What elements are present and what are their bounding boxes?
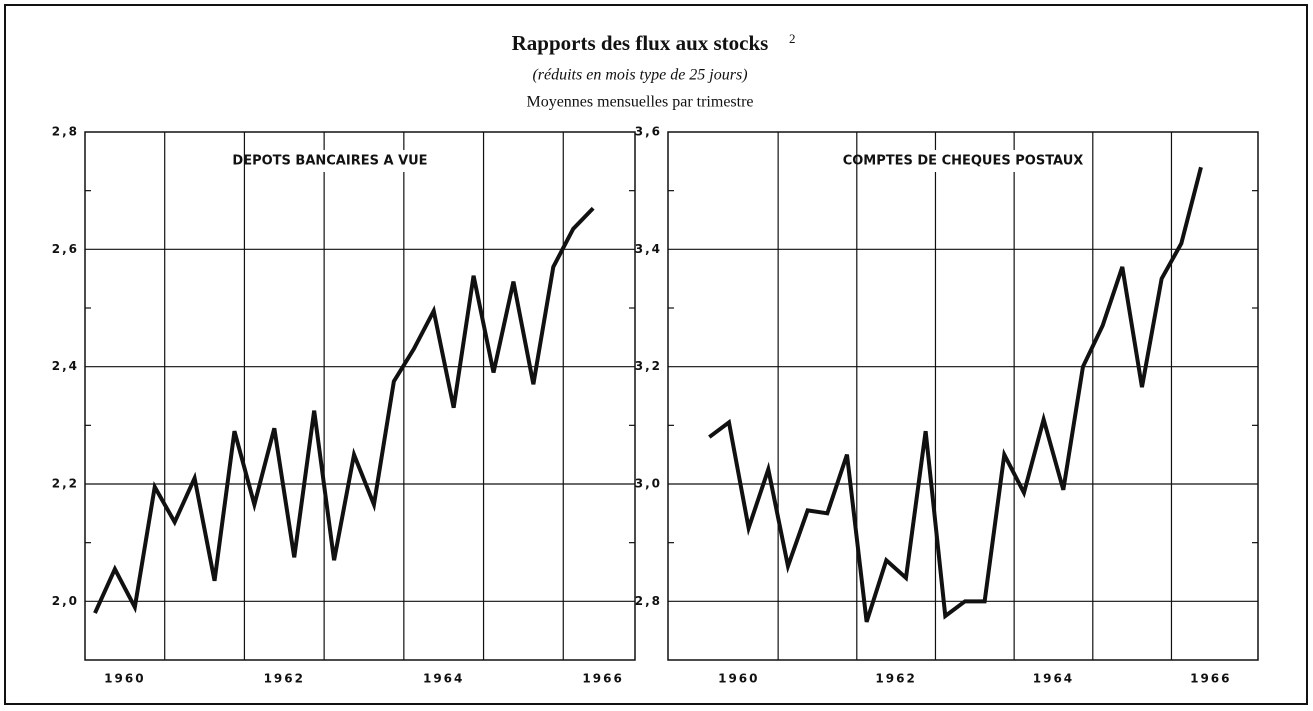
title-note: 2 — [789, 31, 796, 46]
y-tick-label: 3,6 — [635, 125, 662, 139]
y-tick-label: 2,6 — [52, 242, 79, 256]
x-tick-label: 1960 — [718, 672, 759, 686]
x-tick-label: 1964 — [423, 672, 464, 686]
data-line — [708, 166, 1203, 623]
y-tick-label: 2,8 — [635, 594, 662, 608]
x-tick-label: 1964 — [1033, 672, 1074, 686]
subtitle: (réduits en mois type de 25 jours) — [532, 67, 747, 84]
y-tick-label: 2,8 — [52, 125, 79, 139]
x-tick-label: 1962 — [264, 672, 305, 686]
panel-title: DEPOTS BANCAIRES A VUE — [232, 154, 427, 169]
x-tick-label: 1960 — [104, 672, 145, 686]
y-tick-label: 2,4 — [52, 359, 79, 373]
y-tick-label: 3,2 — [635, 359, 662, 373]
y-tick-label: 3,4 — [635, 242, 662, 256]
chart-title: Rapports des flux aux stocks — [512, 31, 769, 55]
plot-area — [84, 131, 636, 661]
data-line — [93, 206, 595, 614]
y-tick-label: 2,2 — [52, 477, 79, 491]
x-tick-label: 1966 — [1190, 672, 1231, 686]
panel-title-bg — [255, 150, 465, 172]
panel-title: COMPTES DE CHEQUES POSTAUX — [843, 154, 1084, 169]
y-tick-label: 2,0 — [52, 594, 79, 608]
panel-title-bg — [858, 150, 1068, 172]
frame — [4, 4, 1308, 705]
caption: Moyennes mensuelles par trimestre — [526, 94, 753, 111]
y-tick-label: 3,0 — [635, 477, 662, 491]
x-tick-label: 1966 — [582, 672, 623, 686]
x-tick-label: 1962 — [875, 672, 916, 686]
plot-area — [667, 131, 1259, 661]
